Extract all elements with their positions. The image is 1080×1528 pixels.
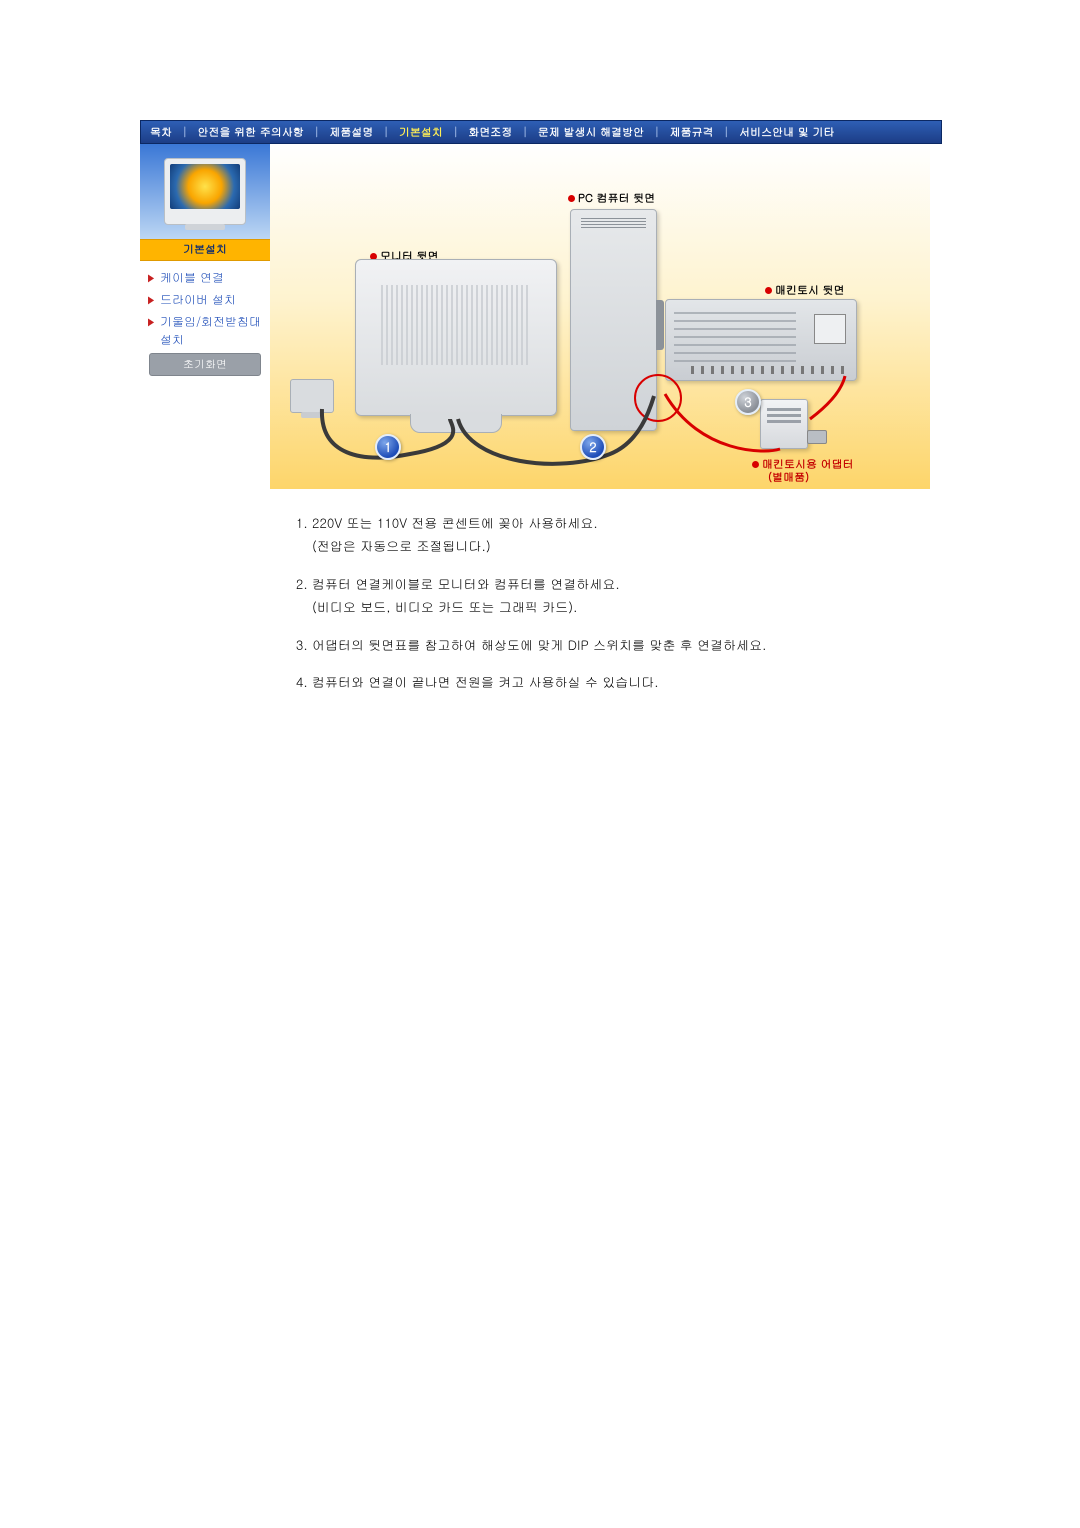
instruction-item: 220V 또는 110V 전용 콘센트에 꽂아 사용하세요.(전압은 자동으로 …: [312, 511, 890, 558]
top-nav-bar: 목차 | 안전을 위한 주의사항 | 제품설명 | 기본설치 | 화면조정 | …: [140, 120, 942, 144]
badge-2: 2: [580, 434, 606, 460]
label-text: PC 컴퓨터 뒷면: [578, 191, 655, 206]
body-row: 기본설치 ▶ 케이블 연결 ▶ 드라이버 설치 ▶ 기울임/회전받침대 설치 초…: [140, 144, 940, 489]
nav-separator: |: [181, 125, 189, 140]
nav-separator: |: [723, 125, 731, 140]
dot-icon: [752, 461, 759, 468]
arrow-icon: ▶: [146, 313, 156, 331]
monitor-icon: [164, 158, 246, 225]
label-text: (별매품): [768, 470, 809, 485]
arrow-icon: ▶: [146, 269, 156, 287]
instruction-text: 컴퓨터 연결케이블로 모니터와 컴퓨터를 연결하세요.(비디오 보드, 비디오 …: [312, 574, 620, 616]
dot-icon: [568, 195, 575, 202]
nav-item-setup[interactable]: 기본설치: [390, 125, 452, 140]
badge-3: 3: [735, 389, 761, 415]
sidebar-hero-image: [140, 144, 270, 239]
mini-monitor-graphic: [290, 379, 334, 413]
page: 목차 | 안전을 위한 주의사항 | 제품설명 | 기본설치 | 화면조정 | …: [140, 120, 940, 693]
monitor-rear-graphic: [355, 259, 557, 416]
nav-separator: |: [382, 125, 390, 140]
sidebar-link-label: 기울임/회전받침대 설치: [160, 313, 264, 349]
nav-separator: |: [521, 125, 529, 140]
instruction-list: 220V 또는 110V 전용 콘센트에 꽂아 사용하세요.(전압은 자동으로 …: [290, 511, 890, 693]
nav-separator: |: [313, 125, 321, 140]
main-panel: 모니터 뒷면 PC 컴퓨터 뒷면 매킨토시 뒷면 매킨토시용 어댑터 (별매품): [270, 144, 940, 489]
label-text: 매킨토시 뒷면: [775, 283, 845, 298]
instruction-item: 컴퓨터 연결케이블로 모니터와 컴퓨터를 연결하세요.(비디오 보드, 비디오 …: [312, 572, 890, 619]
instruction-text: 어댑터의 뒷면표를 참고하여 해상도에 맞게 DIP 스위치를 맞춘 후 연결하…: [312, 635, 766, 654]
nav-item-service[interactable]: 서비스안내 및 기타: [730, 125, 843, 140]
label-pc-rear: PC 컴퓨터 뒷면: [568, 191, 655, 206]
sidebar: 기본설치 ▶ 케이블 연결 ▶ 드라이버 설치 ▶ 기울임/회전받침대 설치 초…: [140, 144, 270, 489]
sidebar-link-label: 케이블 연결: [160, 269, 224, 287]
sidebar-link-tilt[interactable]: ▶ 기울임/회전받침대 설치: [146, 313, 264, 349]
sidebar-links: ▶ 케이블 연결 ▶ 드라이버 설치 ▶ 기울임/회전받침대 설치 초기화면: [140, 261, 270, 384]
callout-circle: [634, 374, 682, 422]
arrow-icon: ▶: [146, 291, 156, 309]
nav-item-specs[interactable]: 제품규격: [661, 125, 723, 140]
sidebar-link-cable[interactable]: ▶ 케이블 연결: [146, 269, 264, 287]
sidebar-heading: 기본설치: [140, 239, 270, 261]
nav-item-display[interactable]: 화면조정: [459, 125, 521, 140]
nav-item-toc[interactable]: 목차: [141, 125, 181, 140]
label-mac-rear: 매킨토시 뒷면: [765, 283, 845, 298]
nav-item-product[interactable]: 제품설명: [320, 125, 382, 140]
dot-icon: [765, 287, 772, 294]
instruction-item: 컴퓨터와 연결이 끝나면 전원을 켜고 사용하실 수 있습니다.: [312, 670, 890, 693]
sidebar-link-driver[interactable]: ▶ 드라이버 설치: [146, 291, 264, 309]
adapter-graphic: [760, 399, 808, 449]
nav-item-safety[interactable]: 안전을 위한 주의사항: [189, 125, 313, 140]
instruction-text: 220V 또는 110V 전용 콘센트에 꽂아 사용하세요.(전압은 자동으로 …: [312, 513, 598, 555]
connection-diagram: 모니터 뒷면 PC 컴퓨터 뒷면 매킨토시 뒷면 매킨토시용 어댑터 (별매품): [270, 144, 930, 489]
instruction-text: 컴퓨터와 연결이 끝나면 전원을 켜고 사용하실 수 있습니다.: [312, 672, 659, 691]
sidebar-home-button[interactable]: 초기화면: [149, 353, 261, 376]
instruction-item: 어댑터의 뒷면표를 참고하여 해상도에 맞게 DIP 스위치를 맞춘 후 연결하…: [312, 633, 890, 656]
badge-1: 1: [375, 434, 401, 460]
nav-separator: |: [653, 125, 661, 140]
nav-separator: |: [452, 125, 460, 140]
sidebar-link-label: 드라이버 설치: [160, 291, 236, 309]
mac-rear-graphic: [665, 299, 857, 381]
nav-item-troubleshoot[interactable]: 문제 발생시 해결방안: [529, 125, 653, 140]
label-adapter-note: (별매품): [768, 470, 809, 485]
